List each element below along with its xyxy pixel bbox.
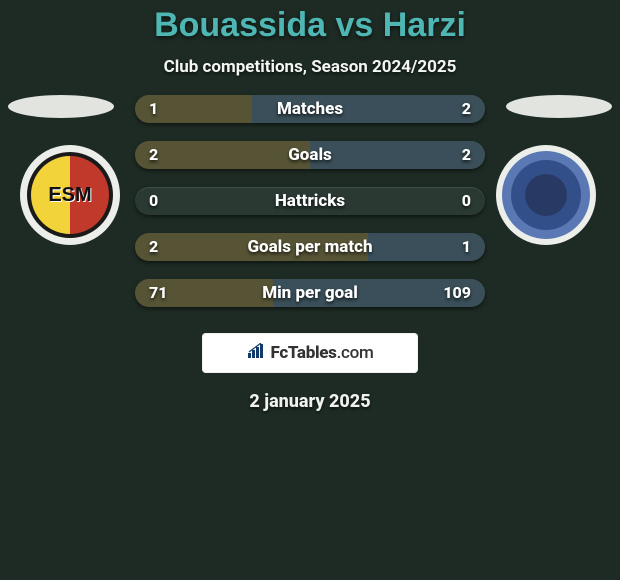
stat-row: Goals22	[135, 141, 485, 169]
stat-row: Hattricks00	[135, 187, 485, 215]
club-badge-left: ESM	[20, 145, 120, 245]
stat-seg-right	[252, 95, 485, 123]
stat-bars: Matches12 Goals22 Hattricks00 Goals per mat…	[135, 95, 485, 307]
stat-seg-right	[273, 279, 485, 307]
stat-seg-left	[135, 95, 252, 123]
subtitle: Club competitions, Season 2024/2025	[164, 57, 457, 77]
brand-name: FcTables	[271, 343, 337, 363]
comparison-date: 2 january 2025	[249, 391, 370, 412]
stat-seg-left	[135, 141, 310, 169]
brand-suffix: .com	[337, 343, 374, 363]
stat-row: Goals per match21	[135, 233, 485, 261]
page-title: Bouassida vs Harzi	[154, 6, 466, 45]
player-photo-left	[8, 95, 114, 118]
brand-chart-icon	[247, 343, 267, 363]
club-badge-left-text: ESM	[48, 184, 91, 207]
stat-seg-left	[135, 279, 273, 307]
club-badge-right	[496, 145, 596, 245]
stat-row: Matches12	[135, 95, 485, 123]
stat-seg-left	[135, 233, 368, 261]
stat-seg-right	[368, 233, 485, 261]
stat-seg-spacer	[135, 187, 485, 215]
brand-watermark: FcTables.com	[202, 333, 418, 373]
player-photo-right	[506, 95, 612, 118]
brand-text: FcTables.com	[271, 343, 374, 363]
stat-row: Min per goal71109	[135, 279, 485, 307]
comparison-arena: ESM Matches12 Goals22 Hattricks00 Goals per…	[0, 95, 620, 307]
stat-seg-right	[310, 141, 485, 169]
